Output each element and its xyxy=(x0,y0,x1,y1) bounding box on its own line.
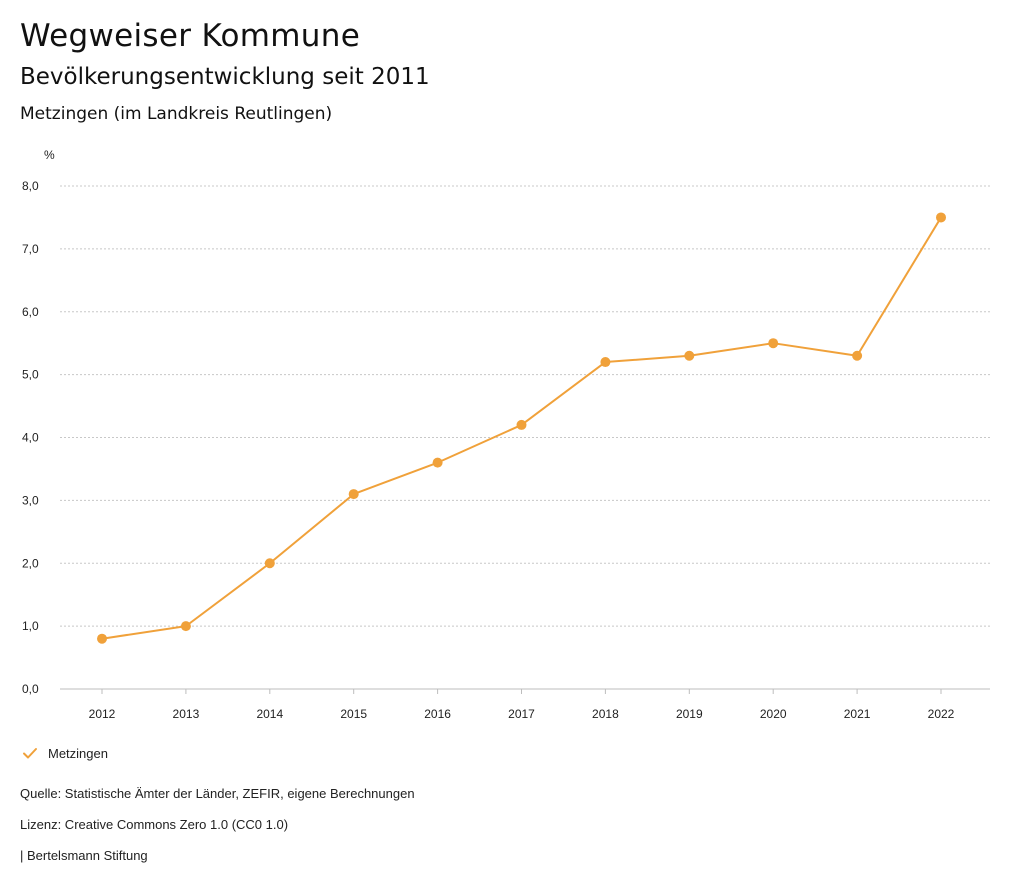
x-tick-label: 2018 xyxy=(592,707,619,721)
line-chart: % 0,01,02,03,04,05,06,07,08,0 2012 2013 20… xyxy=(22,148,990,721)
check-icon xyxy=(23,748,37,759)
license-note: Lizenz: Creative Commons Zero 1.0 (CC0 1… xyxy=(20,817,289,832)
data-point[interactable] xyxy=(516,419,527,430)
x-tick-label: 2022 xyxy=(928,707,955,721)
data-point[interactable] xyxy=(936,212,946,223)
legend-item-metzingen[interactable]: Metzingen xyxy=(22,745,108,761)
y-tick-label: 8,0 xyxy=(22,179,39,193)
x-tick-label: 2020 xyxy=(760,707,787,721)
grid-layer: 0,0 1,0 2,0 3,0 4,0 5,0 6,0 7,0 8,0 xyxy=(22,179,990,696)
data-point[interactable] xyxy=(264,558,275,569)
x-tick-label: 2012 xyxy=(89,707,116,721)
x-tick-label: 2019 xyxy=(676,707,703,721)
y-tick-label: 2,0 xyxy=(22,556,39,570)
page-title: Wegweiser Kommune xyxy=(20,18,361,54)
legend-label: Metzingen xyxy=(48,745,108,761)
y-tick-label: 4,0 xyxy=(22,431,39,445)
y-tick-label: 5,0 xyxy=(22,368,39,382)
x-tick-label: 2017 xyxy=(508,707,535,721)
publisher-note: | Bertelsmann Stiftung xyxy=(20,848,148,863)
x-tick-label: 2013 xyxy=(173,707,200,721)
y-tick-label: 3,0 xyxy=(22,493,39,507)
data-point[interactable] xyxy=(600,357,611,368)
region-label: Metzingen (im Landkreis Reutlingen) xyxy=(20,104,333,124)
source-note: Quelle: Statistische Ämter der Länder, Z… xyxy=(20,786,415,801)
data-point[interactable] xyxy=(97,633,107,644)
series-layer xyxy=(97,212,946,644)
x-tick-label: 2016 xyxy=(424,707,451,721)
y-tick-label: 1,0 xyxy=(22,619,39,633)
y-tick-label: 6,0 xyxy=(22,305,39,319)
chart-subtitle: Bevölkerungsentwicklung seit 2011 xyxy=(20,64,430,90)
data-point[interactable] xyxy=(684,350,695,361)
data-point[interactable] xyxy=(852,350,863,361)
y-tick-label: 0,0 xyxy=(22,682,39,696)
y-axis-unit-label: % xyxy=(44,148,55,162)
y-tick-label: 7,0 xyxy=(22,242,39,256)
x-tick-label: 2014 xyxy=(256,707,283,721)
data-point[interactable] xyxy=(348,489,359,500)
x-tick-label: 2021 xyxy=(844,707,871,721)
x-axis-ticks: 2012 2013 2014 2015 2016 2017 2018 2019 2020 2021… xyxy=(89,689,955,721)
data-point[interactable] xyxy=(180,621,191,632)
data-point[interactable] xyxy=(432,457,443,468)
data-point[interactable] xyxy=(768,338,779,349)
x-tick-label: 2015 xyxy=(340,707,367,721)
